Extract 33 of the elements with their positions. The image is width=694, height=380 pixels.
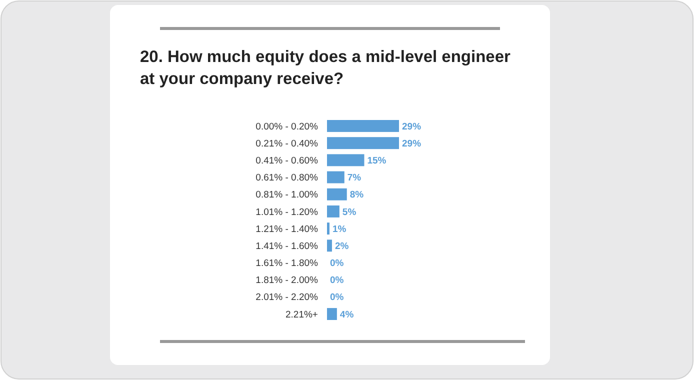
bar [327,120,399,132]
y-tick-label: 0.21% - 0.40% [256,138,319,150]
y-tick-label: 1.21% - 1.40% [256,224,319,235]
data-label: 0% [330,258,344,270]
y-tick-label: 0.81% - 1.00% [256,190,319,201]
y-tick-label: 2.01% - 2.20% [256,292,319,304]
data-label: 29% [402,138,422,150]
data-label: 29% [402,121,422,132]
bar [327,205,340,218]
y-tick-label: 1.41% - 1.60% [256,240,319,252]
bar [327,188,347,200]
y-tick-label: 1.01% - 1.20% [256,206,319,218]
bar [327,137,399,150]
data-label: 7% [347,172,362,184]
data-label: 1% [332,224,347,235]
chart-title: 20. How much equity does a mid-level engineer at your company receive? [140,48,512,88]
bar [327,308,337,320]
bar [327,154,364,166]
y-tick-label: 2.21%+ [286,309,318,320]
data-label: 15% [367,155,387,166]
data-label: 2% [334,240,350,252]
data-label: 0% [330,292,344,304]
data-label: 8% [350,190,364,201]
data-label: 5% [342,206,357,218]
data-label: 0% [330,275,344,286]
y-tick-label: 0.00% - 0.20% [256,121,319,132]
y-tick-label: 0.61% - 0.80% [256,172,319,184]
y-tick-label: 1.81% - 2.00% [256,275,319,286]
data-label: 4% [340,309,354,320]
bar [327,171,344,184]
y-tick-label: 0.41% - 0.60% [256,155,319,166]
y-tick-label: 1.61% - 1.80% [256,258,319,270]
bar [327,240,332,252]
